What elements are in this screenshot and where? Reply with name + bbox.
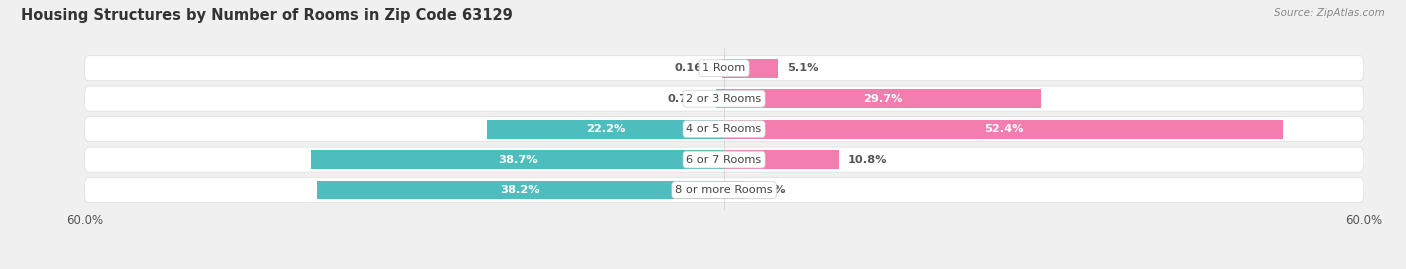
Bar <box>316 180 724 200</box>
Text: 1 Room: 1 Room <box>703 63 745 73</box>
Text: 0.77%: 0.77% <box>668 94 707 104</box>
Text: 6 or 7 Rooms: 6 or 7 Rooms <box>686 155 762 165</box>
FancyBboxPatch shape <box>84 178 1364 203</box>
Text: 8 or more Rooms: 8 or more Rooms <box>675 185 773 195</box>
FancyBboxPatch shape <box>84 117 1364 141</box>
Bar <box>724 150 839 169</box>
Bar <box>716 89 724 108</box>
FancyBboxPatch shape <box>84 147 1364 172</box>
Bar <box>724 89 1040 108</box>
Bar <box>724 180 745 200</box>
Text: Source: ZipAtlas.com: Source: ZipAtlas.com <box>1274 8 1385 18</box>
Legend: Owner-occupied, Renter-occupied: Owner-occupied, Renter-occupied <box>593 266 855 269</box>
Text: 2 or 3 Rooms: 2 or 3 Rooms <box>686 94 762 104</box>
Text: 38.2%: 38.2% <box>501 185 540 195</box>
Bar <box>724 59 779 78</box>
Text: Housing Structures by Number of Rooms in Zip Code 63129: Housing Structures by Number of Rooms in… <box>21 8 513 23</box>
Text: 5.1%: 5.1% <box>787 63 818 73</box>
Text: 4 or 5 Rooms: 4 or 5 Rooms <box>686 124 762 134</box>
Text: 0.16%: 0.16% <box>675 63 714 73</box>
Bar <box>723 59 724 78</box>
Text: 38.7%: 38.7% <box>498 155 537 165</box>
Text: 2.0%: 2.0% <box>754 185 786 195</box>
Bar <box>724 120 1282 139</box>
Bar <box>312 150 724 169</box>
FancyBboxPatch shape <box>84 86 1364 111</box>
FancyBboxPatch shape <box>84 56 1364 81</box>
Text: 52.4%: 52.4% <box>984 124 1024 134</box>
Bar <box>488 120 724 139</box>
Text: 22.2%: 22.2% <box>586 124 626 134</box>
Text: 29.7%: 29.7% <box>863 94 903 104</box>
Text: 10.8%: 10.8% <box>848 155 887 165</box>
